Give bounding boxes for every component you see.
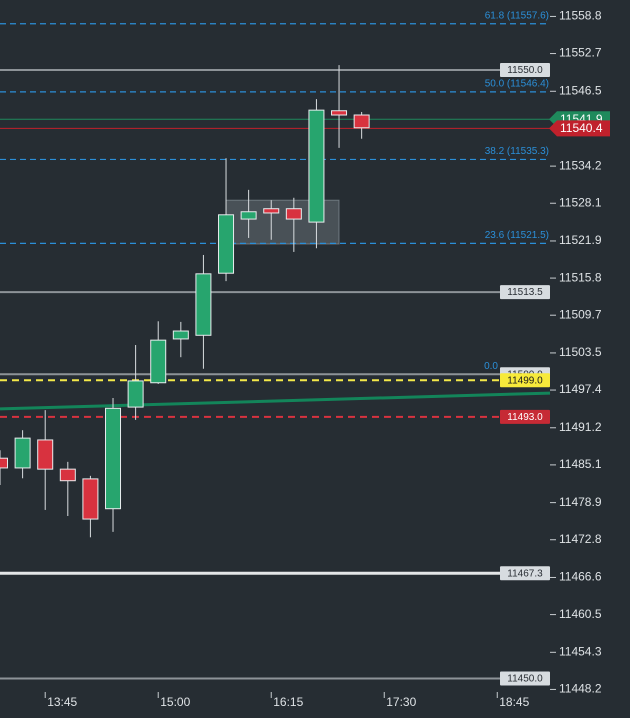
price-label-box [500,285,550,300]
y-tick-label: 11472.8 [559,532,602,546]
candle-body [240,211,257,220]
price-label: 11467.3 [507,568,543,579]
y-tick-label: 11497.4 [559,382,602,396]
x-tick-label: 17:30 [386,695,416,709]
candle-body [127,380,144,408]
y-tick-label: 11528.1 [559,195,602,209]
y-tick-label: 11534.2 [559,158,602,172]
candle-body [59,468,76,482]
candle-body [353,114,370,129]
x-tick-label: 16:15 [273,695,303,709]
price-label: 11550.0 [507,65,543,76]
y-tick-label: 11521.9 [559,233,602,247]
fib-label: 0.0 [484,361,498,372]
trend-line [0,391,551,411]
y-tick-label: 11448.2 [559,682,602,696]
price-marker-box [549,120,610,137]
candle-body [37,439,54,470]
price-label-box [500,566,550,581]
candle-body [14,437,31,469]
price-label: 11493.0 [507,412,543,423]
candle-body [263,208,280,214]
y-tick-label: 11460.5 [559,607,602,621]
y-tick-label: 11454.3 [559,644,602,658]
price-label-box [500,62,550,77]
candle-body [218,214,235,274]
y-tick-label: 11503.5 [559,345,602,359]
price-marker-label: 11540.4 [560,121,603,135]
fib-label: 50.0 (11546.4) [485,79,549,90]
y-tick-label: 11558.8 [559,9,602,23]
y-tick-label: 11466.6 [559,570,602,584]
y-tick-label: 11546.5 [559,83,602,97]
y-tick-label: 11478.9 [559,495,602,509]
x-tick-label: 13:45 [47,695,77,709]
candle-body [331,110,348,116]
price-label-box [500,373,550,388]
y-tick-label: 11515.8 [559,270,602,284]
candle-body [82,478,99,520]
fib-label: 23.6 (11521.5) [485,230,549,241]
candle-body [172,330,189,340]
price-label-box [500,671,550,686]
candle-body [285,208,302,220]
candle-body [195,273,212,336]
candle-body [0,457,8,469]
price-label: 11513.5 [507,287,543,298]
candle-body [105,407,122,510]
x-tick-label: 18:45 [499,695,529,709]
price-label-box [500,409,550,424]
y-tick-label: 11509.7 [559,307,602,321]
price-label: 11450.0 [507,674,543,685]
price-label: 11499.0 [507,375,543,386]
fib-label: 38.2 (11535.3) [485,146,549,157]
candle-body [150,339,167,384]
x-tick-label: 15:00 [160,695,190,709]
y-tick-label: 11552.7 [559,46,602,60]
y-tick-label: 11485.1 [559,457,602,471]
fib-label: 61.8 (11557.6) [485,10,549,21]
candle-body [308,109,325,223]
y-tick-label: 11491.2 [559,420,602,434]
